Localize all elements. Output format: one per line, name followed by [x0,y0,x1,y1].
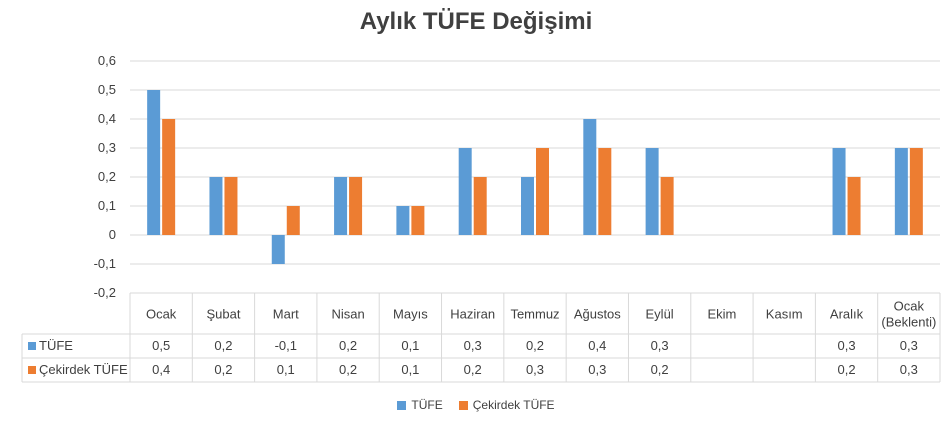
data-label: 0,3 [900,362,918,377]
data-label: 0,2 [464,362,482,377]
category-label: Haziran [450,307,495,322]
bar [286,206,300,235]
category-label: Temmuz [510,307,559,322]
y-tick-label: 0,4 [98,111,116,126]
bar [147,90,161,235]
bar [411,206,425,235]
bar [832,148,846,235]
y-tick-label: 0,5 [98,82,116,97]
gridlines [130,60,940,294]
bar [396,206,410,235]
data-label: 0,3 [588,362,606,377]
category-label: Ocak [894,299,925,314]
data-label: 0,2 [837,362,855,377]
legend-item: Çekirdek TÜFE [458,398,555,412]
row-series-name: TÜFE [39,338,73,353]
y-tick-label: 0 [109,227,116,242]
y-tick-label: -0,2 [94,285,116,300]
data-label: 0,2 [214,338,232,353]
category-label: Ağustos [574,307,621,322]
data-label: 0,2 [214,362,232,377]
category-label: Eylül [646,307,674,322]
legend: TÜFE Çekirdek TÜFE [0,398,952,412]
y-tick-label: 0,3 [98,140,116,155]
bar [536,148,549,235]
bar [349,177,363,235]
data-label: 0,2 [526,338,544,353]
bar [473,177,487,235]
data-label: 0,1 [277,362,295,377]
data-label: 0,4 [152,362,170,377]
data-label: 0,2 [339,362,357,377]
legend-item: TÜFE [397,398,443,412]
bar [458,148,472,235]
bar [645,148,659,235]
category-label: Ekim [707,307,736,322]
data-label: 0,3 [464,338,482,353]
legend-label: TÜFE [411,398,443,412]
bar [909,148,923,235]
data-label: 0,2 [339,338,357,353]
legend-swatch [458,400,468,410]
category-label: Aralık [830,307,864,322]
row-legend-key [28,342,36,350]
bars [147,90,923,264]
data-label: 0,2 [651,362,669,377]
data-label: 0,3 [526,362,544,377]
bar [894,148,908,235]
data-label: 0,5 [152,338,170,353]
bar [598,148,612,235]
row-series-name: Çekirdek TÜFE [39,362,128,377]
data-label: 0,1 [401,362,419,377]
data-label: 0,1 [401,338,419,353]
data-label: 0,3 [837,338,855,353]
category-label: Ocak [146,307,177,322]
bar [583,119,597,235]
bar [209,177,223,235]
bar [847,177,861,235]
data-label: -0,1 [275,338,297,353]
data-label: 0,4 [588,338,606,353]
bar [162,119,176,235]
y-tick-label: -0,1 [94,256,116,271]
bar [334,177,348,235]
y-tick-label: 0,6 [98,53,116,68]
category-label: Nisan [331,307,364,322]
chart-title: Aylık TÜFE Değişimi [359,8,593,35]
category-label: Mayıs [393,307,428,322]
category-label: Kasım [766,307,803,322]
bar [271,235,285,264]
y-tick-label: 0,2 [98,169,116,184]
bar [224,177,238,235]
legend-label: Çekirdek TÜFE [472,398,555,412]
y-tick-label: 0,1 [98,198,116,213]
bar [660,177,674,235]
category-label: (Beklenti) [881,315,936,330]
y-axis: 0,6 0,5 0,4 0,3 0,2 0,1 0 -0,1 -0,2 [94,53,116,300]
data-table: Ocak Şubat Mart Nisan Mayıs Haziran Temmuz Ağus… [21,292,941,383]
legend-swatch [397,400,407,410]
row-legend-key [28,366,36,374]
data-label: 0,3 [900,338,918,353]
category-label: Şubat [206,307,240,322]
category-label: Mart [273,307,299,322]
bar [521,177,534,235]
data-label: 0,3 [651,338,669,353]
